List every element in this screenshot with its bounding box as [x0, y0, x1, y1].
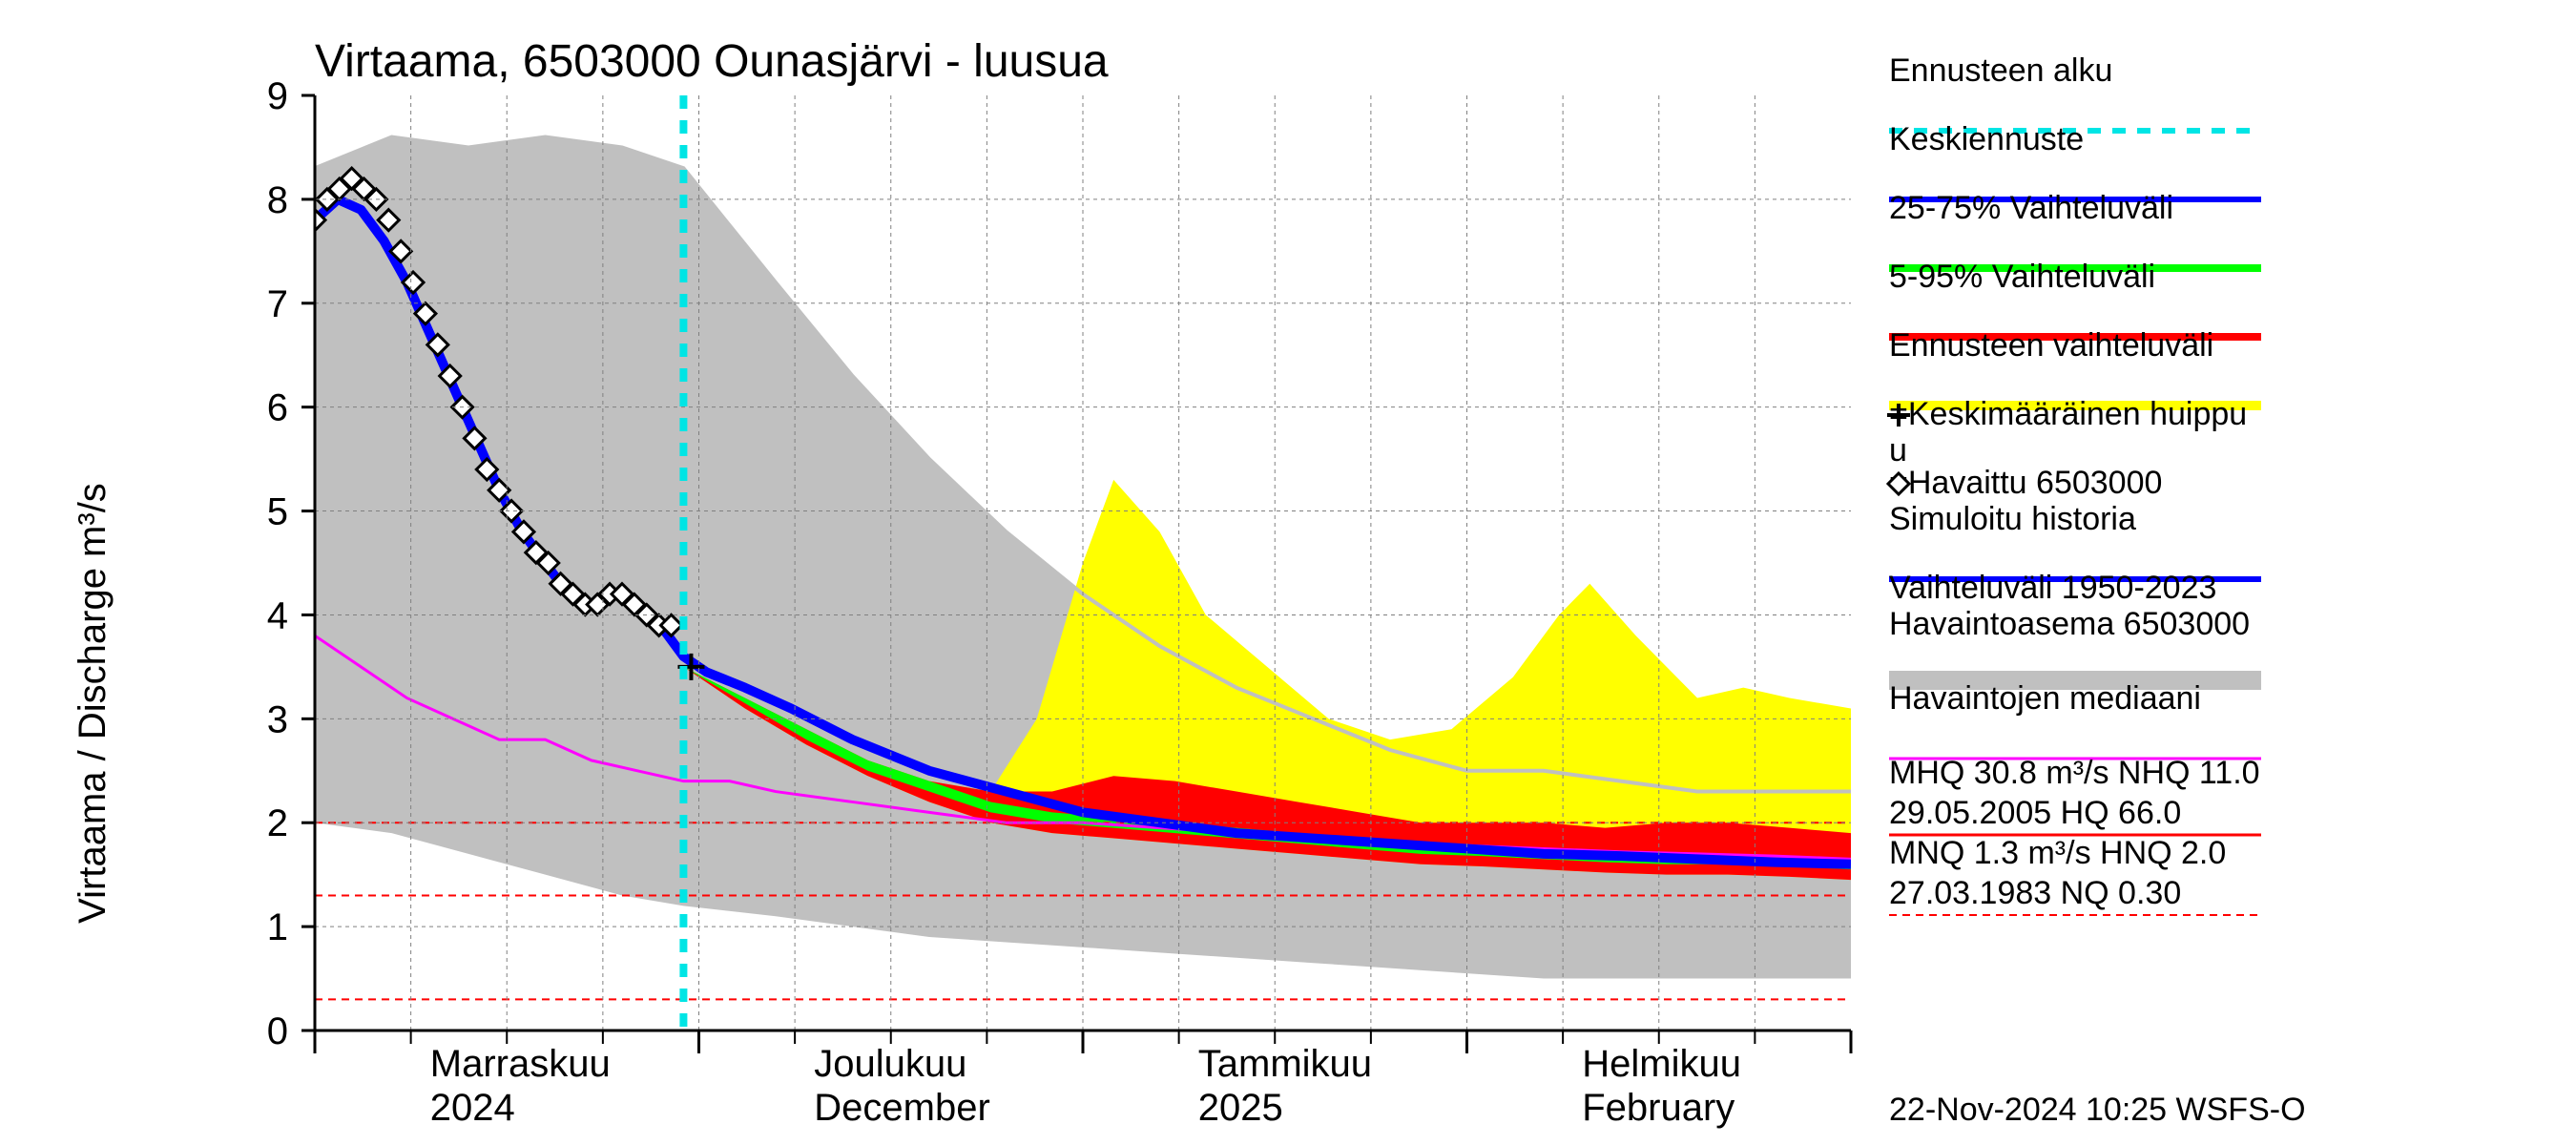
svg-text:Vaihteluväli 1950-2023: Vaihteluväli 1950-2023 — [1889, 570, 2216, 606]
svg-text:Marraskuu: Marraskuu — [430, 1043, 611, 1085]
svg-text:5-95% Vaihteluväli: 5-95% Vaihteluväli — [1889, 259, 2155, 295]
svg-text:Keskiennuste: Keskiennuste — [1889, 121, 2084, 157]
svg-text:Virtaama / Discharge m³/s: Virtaama / Discharge m³/s — [72, 483, 114, 924]
svg-text:=Keskimääräinen huippu: =Keskimääräinen huippu — [1889, 396, 2247, 432]
svg-text:MHQ 30.8 m³/s NHQ 11.0: MHQ 30.8 m³/s NHQ 11.0 — [1889, 755, 2260, 791]
svg-text:Havaintojen mediaani: Havaintojen mediaani — [1889, 680, 2201, 717]
svg-text:December: December — [814, 1087, 990, 1129]
svg-text:u: u — [1889, 432, 1907, 468]
svg-text:February: February — [1582, 1087, 1735, 1129]
chart-title: Virtaama, 6503000 Ounasjärvi - luusua — [315, 36, 1109, 87]
chart-svg: 0 1 2 3 4 5 6 7 8 9 Marraskuu2024 JoulukuuDecember T… — [0, 0, 2576, 1145]
svg-text:4: 4 — [267, 594, 288, 636]
svg-text:6: 6 — [267, 387, 288, 429]
svg-text:9: 9 — [267, 75, 288, 117]
svg-text:2: 2 — [267, 802, 288, 844]
svg-text:29.05.2005 HQ 66.0: 29.05.2005 HQ 66.0 — [1889, 795, 2181, 831]
discharge-forecast-chart: 0 1 2 3 4 5 6 7 8 9 Marraskuu2024 JoulukuuDecember T… — [0, 0, 2576, 1145]
svg-text:2025: 2025 — [1198, 1087, 1283, 1129]
svg-text:Ennusteen alku: Ennusteen alku — [1889, 52, 2112, 89]
svg-text:MNQ 1.3 m³/s HNQ 2.0: MNQ 1.3 m³/s HNQ 2.0 — [1889, 835, 2226, 871]
svg-text:Havaintoasema 6503000: Havaintoasema 6503000 — [1889, 606, 2250, 642]
svg-text:Simuloitu historia: Simuloitu historia — [1889, 501, 2136, 537]
svg-text:Ennusteen vaihteluväli: Ennusteen vaihteluväli — [1889, 327, 2213, 364]
svg-text:25-75% Vaihteluväli: 25-75% Vaihteluväli — [1889, 190, 2173, 226]
svg-text:Tammikuu: Tammikuu — [1198, 1043, 1372, 1085]
svg-text:Helmikuu: Helmikuu — [1582, 1043, 1741, 1085]
svg-text:8: 8 — [267, 179, 288, 221]
svg-text:=Havaittu 6503000: =Havaittu 6503000 — [1889, 465, 2162, 501]
svg-text:3: 3 — [267, 698, 288, 740]
svg-text:7: 7 — [267, 283, 288, 325]
svg-text:Joulukuu: Joulukuu — [814, 1043, 966, 1085]
svg-text:5: 5 — [267, 491, 288, 533]
svg-text:0: 0 — [267, 1010, 288, 1052]
svg-text:2024: 2024 — [430, 1087, 515, 1129]
svg-text:27.03.1983 NQ 0.30: 27.03.1983 NQ 0.30 — [1889, 875, 2181, 911]
chart-footer: 22-Nov-2024 10:25 WSFS-O — [1889, 1092, 2306, 1128]
svg-text:1: 1 — [267, 906, 288, 948]
